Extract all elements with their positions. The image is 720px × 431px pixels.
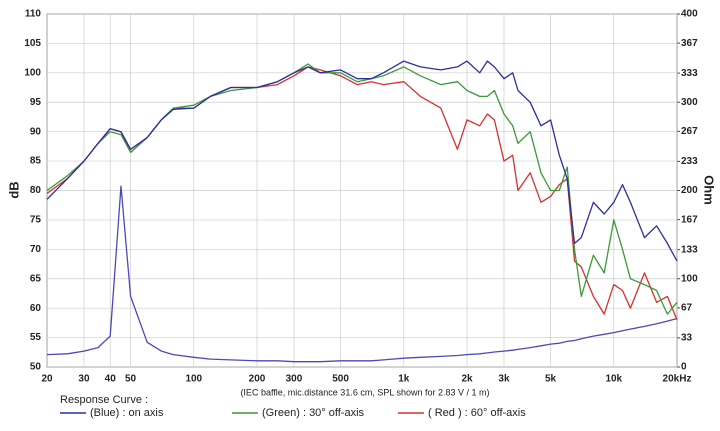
y-tick-label: 80 <box>30 185 42 196</box>
x-tick-label: 200 <box>249 374 266 385</box>
x-tick-label: 100 <box>185 374 202 385</box>
y-tick-label: 95 <box>30 97 42 108</box>
x-tick-label: 2k <box>461 374 473 385</box>
y-tick-label: 55 <box>30 332 42 343</box>
y2-tick-label: 333 <box>681 68 698 79</box>
y2-tick-label: 233 <box>681 156 698 167</box>
y-tick-label: 90 <box>30 126 42 137</box>
y2-tick-label: 167 <box>681 214 698 225</box>
y-tick-label: 65 <box>30 273 42 284</box>
legend-label: (Blue) : on axis <box>90 407 164 419</box>
y-tick-label: 110 <box>25 9 42 20</box>
curve <box>46 185 678 363</box>
y-tick-label: 100 <box>24 67 41 78</box>
x-tick-label: 10k <box>605 374 622 385</box>
y2-tick-label: 133 <box>681 244 698 255</box>
y-tick-label: 105 <box>24 38 41 49</box>
y2-tick-label: 300 <box>681 97 698 108</box>
y-axis-label: dB <box>6 181 21 198</box>
y-tick-label: 85 <box>30 156 42 167</box>
y-tick-label: 75 <box>30 215 42 226</box>
legend-label: ( Red ) : 60° off-axis <box>428 407 526 419</box>
y2-tick-label: 200 <box>681 185 698 196</box>
y2-tick-label: 267 <box>681 126 698 137</box>
footnote: (IEC baffle, mic.distance 31.6 cm, SPL s… <box>240 387 489 397</box>
x-tick-label: 3k <box>498 374 510 385</box>
curve <box>46 60 678 262</box>
x-tick-label: 50 <box>125 374 137 385</box>
x-tick-label: 300 <box>286 374 303 385</box>
x-tick-label: 500 <box>332 374 349 385</box>
y2-tick-label: 67 <box>681 303 693 314</box>
y2-tick-label: 400 <box>681 9 698 20</box>
x-tick-label: 20kHz <box>663 374 692 385</box>
x-tick-label: 5k <box>545 374 557 385</box>
y2-tick-label: 367 <box>681 38 698 49</box>
y-tick-label: 50 <box>30 362 42 373</box>
x-tick-label: 1k <box>398 374 410 385</box>
y-tick-label: 60 <box>30 303 42 314</box>
legend-title: Response Curve : <box>60 394 148 406</box>
y2-tick-label: 100 <box>681 273 698 284</box>
x-tick-label: 30 <box>78 374 90 385</box>
legend-label: (Green) : 30° off-axis <box>262 407 365 419</box>
y2-axis-label: Ohm <box>702 175 717 205</box>
x-tick-label: 40 <box>105 374 117 385</box>
y-tick-label: 70 <box>30 244 42 255</box>
x-tick-label: 20 <box>41 374 53 385</box>
y2-tick-label: 33 <box>681 333 693 344</box>
y2-tick-label: 0 <box>681 362 687 373</box>
